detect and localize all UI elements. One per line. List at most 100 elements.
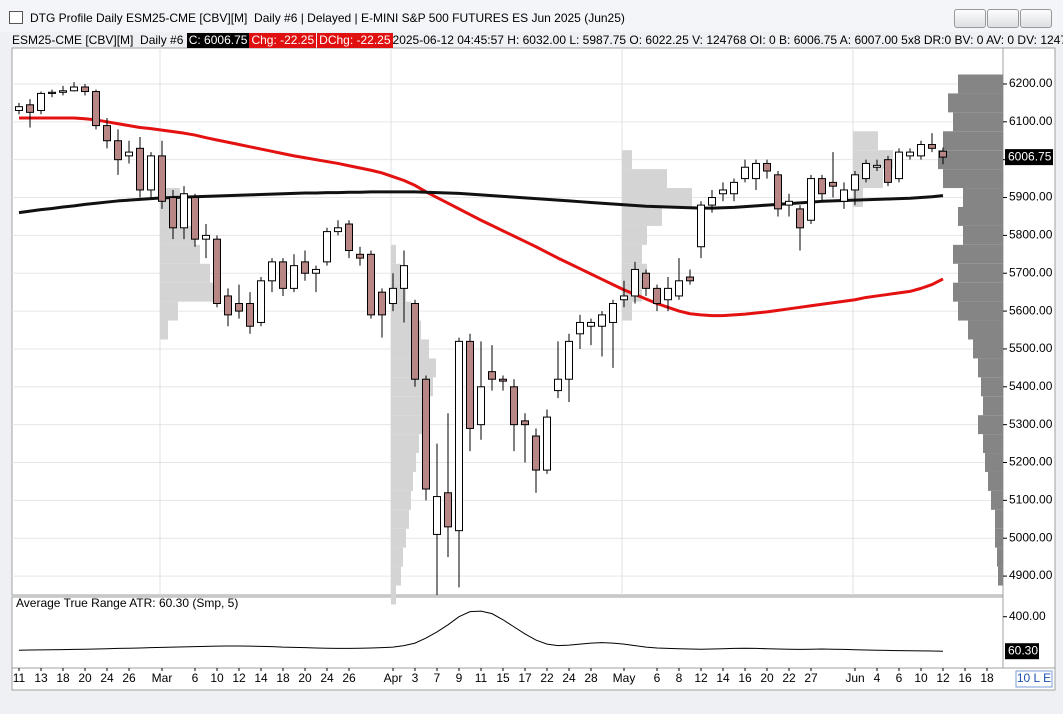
x-tick-label: 11 [13, 671, 26, 685]
x-tick-label: 6 [896, 671, 903, 685]
candle-body [92, 91, 100, 127]
candle-body [444, 492, 452, 528]
price-pane [11, 47, 1004, 596]
candle-body [543, 416, 551, 471]
profile-bar [853, 131, 878, 151]
y-tick-label: 5100.00 [1009, 493, 1053, 507]
candle-body [510, 386, 518, 426]
candle-body [422, 378, 430, 490]
x-tick-label: 16 [958, 671, 972, 685]
profile-bar [853, 188, 863, 207]
composite-profile-bar [938, 150, 1003, 170]
composite-profile-bar [958, 301, 1003, 321]
x-tick-label: 26 [342, 671, 356, 685]
candle-body [312, 268, 320, 274]
candle-body [686, 276, 694, 282]
x-tick-label: 7 [434, 671, 441, 685]
candle-body [917, 144, 925, 157]
x-tick-label: 14 [716, 671, 730, 685]
corner-label[interactable]: 10 L E [1017, 671, 1051, 685]
x-tick-label: 20 [298, 671, 312, 685]
profile-bar [391, 585, 396, 605]
details: 2025-06-12 04:45:57 H: 6032.00 L: 5987.7… [392, 33, 1063, 47]
composite-profile-bar [953, 244, 1003, 264]
atr-last-label: 60.30 [1008, 643, 1038, 657]
composite-profile-bar [963, 188, 1003, 207]
candle-body [301, 261, 309, 274]
title-bar: DTG Profile Daily ESM25-CME [CBV][M] Dai… [0, 0, 1063, 32]
candle-body [213, 238, 221, 305]
moving-average [19, 116, 944, 318]
profile-bar [391, 471, 413, 491]
profile-bar [391, 566, 401, 586]
composite-profile-bar [995, 528, 1003, 548]
profile-bar [391, 490, 411, 510]
y-tick-label: 5900.00 [1009, 190, 1053, 204]
profile-bar [391, 301, 411, 321]
app-icon [9, 11, 23, 24]
candle-body [532, 435, 540, 471]
x-tick-label: Jun [845, 671, 864, 685]
profile-bar [160, 320, 168, 340]
composite-profile-bar [997, 547, 1003, 567]
corner-box[interactable] [1015, 670, 1053, 688]
candle-body [939, 150, 947, 158]
time-axis [11, 667, 1056, 691]
candle-body [873, 164, 881, 168]
candle-body [642, 272, 650, 289]
maximize-button[interactable] [987, 9, 1019, 28]
profile-bar [160, 263, 210, 283]
candle-body [367, 253, 375, 316]
y-tick-label: 5200.00 [1009, 455, 1053, 469]
minimize-button[interactable] [954, 9, 986, 28]
candle-body [829, 181, 837, 187]
x-tick-label: 12 [936, 671, 950, 685]
x-tick-label: 6 [192, 671, 199, 685]
x-tick-label: 20 [78, 671, 92, 685]
y-tick-label: 5700.00 [1009, 265, 1053, 279]
candle-body [796, 208, 804, 229]
composite-profile-bar [948, 93, 1003, 113]
candle-body [48, 91, 56, 94]
info-bar: ESM25-CME [CBV][M] Daily #6 C: 6006.75 Ch… [12, 33, 1063, 48]
candle-body [268, 261, 276, 282]
candle-body [554, 378, 562, 392]
candle-body [191, 197, 199, 240]
candle-body [433, 496, 441, 535]
candle-body [928, 144, 936, 149]
x-tick-label: 14 [254, 671, 268, 685]
candle-body [389, 287, 397, 305]
candle-body [378, 291, 386, 316]
x-tick-label: 24 [100, 671, 114, 685]
candle-body [37, 92, 45, 111]
y-tick-label: 5600.00 [1009, 303, 1053, 317]
x-tick-label: Mar [152, 671, 173, 685]
profile-bar [160, 282, 215, 302]
candle-body [631, 268, 639, 297]
composite-profile-bar [983, 396, 1003, 416]
candle-body [785, 200, 793, 206]
atr-last-box [1005, 643, 1039, 660]
y-tick-label: 4900.00 [1009, 568, 1053, 582]
profile-bar [391, 339, 429, 359]
profile-bar [622, 206, 662, 226]
composite-profile-bar [983, 434, 1003, 454]
composite-profile-bar [998, 566, 1003, 586]
x-tick-label: 22 [540, 671, 554, 685]
atr-pane [11, 596, 1004, 669]
candle-body [719, 189, 727, 195]
y-tick-label: 5000.00 [1009, 530, 1053, 544]
candle-body [235, 303, 243, 312]
profile-bar [391, 396, 429, 416]
close-button[interactable] [1020, 9, 1052, 28]
candle-body [884, 159, 892, 183]
candle-body [818, 178, 826, 195]
candle-body [851, 174, 859, 191]
x-tick-label: 28 [584, 671, 598, 685]
candle-body [356, 253, 364, 259]
candle-body [576, 321, 584, 335]
candle-body [565, 340, 573, 380]
composite-profile-bar [991, 490, 1003, 510]
candle-body [136, 147, 144, 191]
x-tick-label: 3 [412, 671, 419, 685]
